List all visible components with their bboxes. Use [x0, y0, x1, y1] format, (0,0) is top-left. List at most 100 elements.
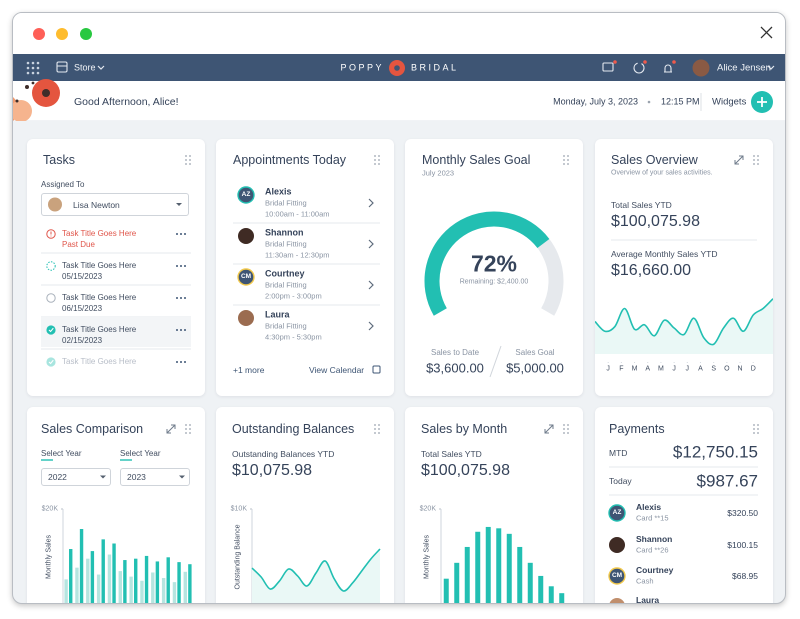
task-menu[interactable]: [176, 361, 186, 363]
drag-handle[interactable]: [185, 155, 191, 165]
more-link[interactable]: +1 more: [233, 364, 265, 375]
app-window: Store POPPY BRIDAL Alice Jensen Good Afterno…: [12, 12, 786, 604]
task-title[interactable]: Task Title Goes Here: [62, 229, 137, 238]
appointment-time: 4:30pm - 5:30pm: [265, 332, 322, 342]
appointment-time: 2:00pm - 3:00pm: [265, 291, 322, 301]
task-menu[interactable]: [176, 329, 186, 331]
plus-icon[interactable]: [757, 97, 767, 107]
amount: $320.50: [727, 507, 758, 518]
chevron[interactable]: [368, 280, 374, 290]
user-menu[interactable]: Alice Jensen: [717, 62, 771, 74]
bar: [144, 555, 149, 603]
dot: [374, 428, 376, 430]
dot: [185, 428, 187, 430]
expand-icon[interactable]: [166, 424, 176, 434]
dot: [567, 163, 569, 165]
drag-handle[interactable]: [563, 155, 569, 165]
y-axis-label: Monthly Sales: [45, 535, 53, 579]
chevron[interactable]: [368, 321, 374, 331]
minimize-light[interactable]: [56, 28, 68, 40]
check-mark: [48, 327, 54, 333]
expand-icon[interactable]: [544, 424, 554, 434]
caret[interactable]: [176, 203, 182, 206]
dot: [189, 155, 191, 157]
sales-by-month-card: Sales by Month Total Sales YTD $100,075.98…: [405, 407, 583, 603]
apps-icon[interactable]: [26, 61, 40, 75]
dot: [563, 428, 565, 430]
amount: $100.15: [727, 539, 758, 550]
y-axis-label: Outstanding Balance: [234, 524, 242, 590]
line: [251, 548, 381, 592]
bar: [166, 557, 170, 603]
dot: [374, 424, 376, 426]
zoom-light[interactable]: [80, 28, 92, 40]
value: $100,075.98: [421, 462, 510, 479]
store-icon[interactable]: [56, 61, 68, 73]
drag-handle[interactable]: [753, 424, 759, 434]
client-name: Laura: [265, 309, 290, 320]
dot: [184, 361, 186, 363]
avatar-photo: [238, 310, 254, 326]
caret[interactable]: [100, 475, 106, 479]
expand-icon[interactable]: [734, 155, 744, 165]
task-title[interactable]: Task Title Goes Here: [62, 293, 137, 302]
task-date: 06/15/2023: [62, 304, 103, 313]
task-title[interactable]: Task Title Goes Here: [62, 325, 137, 334]
store-caret[interactable]: [97, 65, 105, 70]
chevron[interactable]: [368, 198, 374, 208]
dot: [567, 424, 569, 426]
calendar-link[interactable]: View Calendar: [309, 364, 365, 375]
dot: [753, 428, 755, 430]
drag-handle[interactable]: [753, 155, 759, 165]
bar: [538, 575, 544, 603]
card-title: Payments: [609, 421, 665, 436]
drag-handle[interactable]: [185, 424, 191, 434]
user-avatar[interactable]: [692, 59, 710, 77]
year-select[interactable]: [120, 468, 190, 486]
widgets-button[interactable]: Widgets: [712, 96, 747, 108]
dot: [378, 155, 380, 157]
history-icon[interactable]: [633, 62, 645, 74]
year-select[interactable]: [41, 468, 111, 486]
status-icon: [46, 325, 56, 335]
y-tick-label: $20K: [419, 505, 436, 513]
dot: [176, 329, 178, 331]
drag-handle[interactable]: [374, 424, 380, 434]
payer-name: Laura: [636, 594, 660, 604]
messages-icon[interactable]: [602, 62, 614, 72]
label: Total Sales YTD: [421, 448, 482, 459]
x-tick-label: A: [698, 365, 703, 373]
bell-icon[interactable]: [664, 64, 672, 73]
chevron[interactable]: [368, 239, 374, 249]
bar: [123, 560, 127, 603]
dot: [567, 428, 569, 430]
caret[interactable]: [179, 475, 185, 479]
drag-handle[interactable]: [563, 424, 569, 434]
user-caret[interactable]: [767, 65, 775, 70]
task-title[interactable]: Task Title Goes Here: [62, 357, 137, 366]
brand: POPPY: [340, 62, 384, 73]
task-title[interactable]: Task Title Goes Here: [62, 261, 137, 270]
avatar: [608, 567, 626, 585]
avatar-initials: CM: [240, 272, 252, 280]
client-name: Courtney: [265, 268, 305, 279]
close-light[interactable]: [33, 28, 45, 40]
dot: [180, 297, 182, 299]
avatar-initials: CM: [611, 571, 623, 579]
dot: [185, 159, 187, 161]
task-menu[interactable]: [176, 233, 186, 235]
drag-handle[interactable]: [374, 155, 380, 165]
calendar-icon[interactable]: [372, 365, 381, 374]
assignee-select[interactable]: [41, 193, 189, 216]
select-value: 2022: [48, 471, 67, 482]
greeting: Good Afternoon, Alice!: [74, 95, 179, 108]
avatar-photo: [609, 598, 625, 603]
store-menu[interactable]: Store: [74, 62, 96, 73]
task-menu[interactable]: [176, 297, 186, 299]
close-icon[interactable]: [760, 26, 773, 39]
task-menu[interactable]: [176, 265, 186, 267]
dot: [757, 163, 759, 165]
value: $10,075.98: [232, 462, 313, 479]
dot: [378, 432, 380, 434]
sales-goal-card: Monthly Sales Goal July 2023 72% Remaining:…: [405, 139, 583, 396]
